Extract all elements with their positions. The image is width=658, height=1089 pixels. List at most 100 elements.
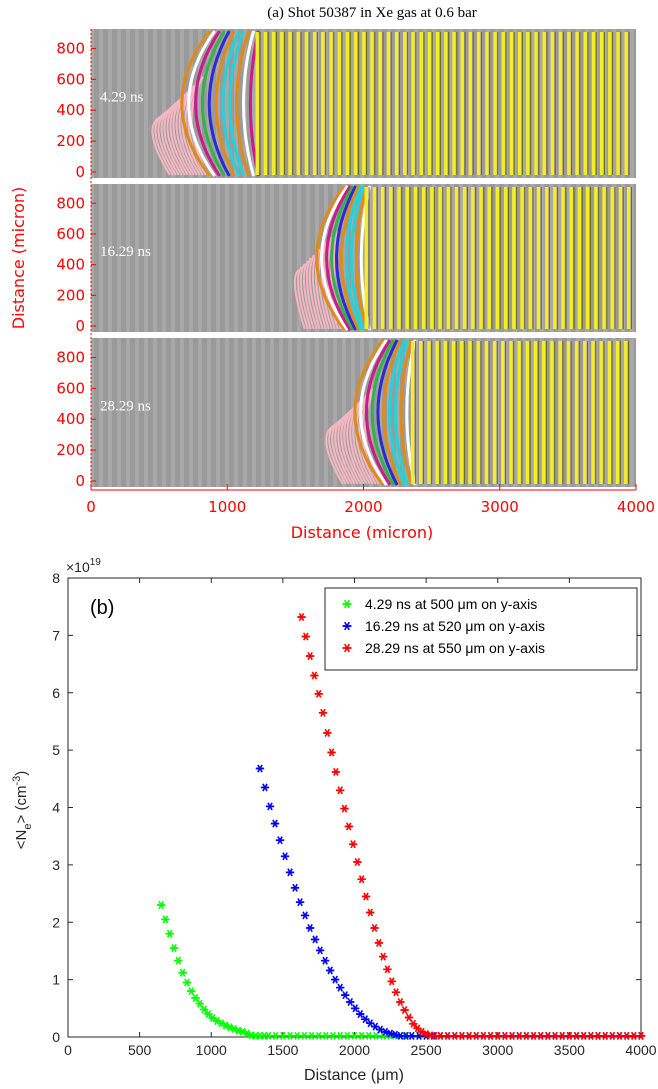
data-point xyxy=(565,1031,574,1040)
data-point xyxy=(608,1031,617,1040)
data-point xyxy=(346,997,355,1007)
legend-label: 28.29 ns at 550 μm on y-axis xyxy=(365,640,545,656)
y-tick-label: 2 xyxy=(52,914,60,930)
data-point xyxy=(361,1015,370,1024)
data-point xyxy=(300,1031,309,1040)
x-tick-label: 1000 xyxy=(196,1042,227,1058)
data-point xyxy=(305,923,315,933)
data-point xyxy=(366,908,375,917)
interferogram-frame: 16.29 ns xyxy=(91,184,636,332)
data-point xyxy=(357,875,366,884)
data-point xyxy=(391,1030,400,1039)
data-point xyxy=(457,1031,467,1040)
legend-item: 4.29 ns at 500 μm on y-axis xyxy=(342,596,537,612)
y-multiplier: ×1019 xyxy=(66,557,101,575)
data-point xyxy=(271,1031,280,1040)
interferogram-frame: 4.29 ns xyxy=(91,29,636,178)
chart-ticks: 0 500 1000 1500 2000 2500 3000 3500 4000 0 1 2 3 4 5 6 7… xyxy=(52,570,657,1058)
interferogram-figure: (a) Shot 50387 in Xe gas at 0.6 bar 4.29… xyxy=(9,5,655,542)
y-multiplier-exponent: 19 xyxy=(90,557,102,568)
data-point xyxy=(391,988,401,997)
y-tick-label: 8 xyxy=(52,570,60,586)
data-point xyxy=(342,643,352,653)
data-point xyxy=(404,1013,414,1022)
data-point xyxy=(301,632,310,641)
data-point xyxy=(370,923,379,933)
data-point xyxy=(305,651,315,661)
data-point xyxy=(400,1005,409,1015)
data-point xyxy=(386,1029,395,1038)
figure-a-x-axis-label: Distance (micron) xyxy=(291,523,434,542)
data-point xyxy=(293,1031,302,1040)
x-tick-label: 0 xyxy=(86,498,96,516)
legend-item: 16.29 ns at 520 μm on y-axis xyxy=(342,618,545,634)
y-label-mid: > (cm xyxy=(13,786,30,824)
data-point xyxy=(275,836,285,845)
data-point xyxy=(479,1031,488,1040)
data-point xyxy=(343,1031,352,1040)
data-point xyxy=(335,983,345,992)
legend-label: 16.29 ns at 520 μm on y-axis xyxy=(365,618,545,634)
x-tick-label: 3000 xyxy=(481,498,519,516)
y-tick-label: 600 xyxy=(56,379,85,397)
data-point xyxy=(340,804,349,813)
data-point xyxy=(186,987,196,996)
data-point xyxy=(156,901,166,910)
x-tick-label: 1000 xyxy=(208,498,246,516)
data-point xyxy=(264,1031,273,1040)
data-point xyxy=(356,1010,365,1019)
data-point xyxy=(178,968,187,977)
x-tick-label: 0 xyxy=(64,1042,72,1058)
y-label-sub: e xyxy=(22,823,34,829)
legend: 4.29 ns at 500 μm on y-axis 16.29 ns at 5… xyxy=(324,587,638,671)
data-point xyxy=(255,764,265,773)
data-point xyxy=(593,1031,603,1040)
data-point xyxy=(165,929,174,938)
data-point xyxy=(265,802,275,811)
data-point xyxy=(318,708,328,717)
data-point xyxy=(297,612,306,622)
data-point xyxy=(353,857,362,867)
legend-label: 4.29 ns at 500 μm on y-axis xyxy=(365,596,537,612)
data-point xyxy=(515,1031,524,1040)
y-tick-label: 200 xyxy=(56,441,85,459)
data-point xyxy=(314,1031,323,1040)
x-axis-label: Distance (μm) xyxy=(304,1067,404,1084)
y-tick-label: 600 xyxy=(56,70,85,88)
data-point xyxy=(278,1031,288,1040)
legend-items: 4.29 ns at 500 μm on y-axis 16.29 ns at 5… xyxy=(342,596,545,656)
data-point xyxy=(364,1031,374,1040)
y-tick-label: 400 xyxy=(56,256,85,274)
y-tick-label: 200 xyxy=(56,132,85,150)
x-tick-label: 2000 xyxy=(344,498,382,516)
data-point xyxy=(295,898,305,907)
y-tick-label: 800 xyxy=(56,39,85,57)
figure-a-title: (a) Shot 50387 in Xe gas at 0.6 bar xyxy=(267,5,477,21)
y-tick-label: 6 xyxy=(52,685,60,701)
data-point xyxy=(350,1031,359,1040)
data-point xyxy=(507,1031,517,1040)
data-point xyxy=(321,1031,331,1040)
data-point xyxy=(169,944,179,953)
data-point xyxy=(340,991,350,1000)
data-point xyxy=(357,1031,366,1040)
data-point xyxy=(409,1019,418,1028)
data-point xyxy=(378,952,388,961)
data-point xyxy=(401,1031,411,1040)
data-point xyxy=(314,689,323,698)
interferogram-frames: 4.29 ns 16.29 ns 28.29 ns xyxy=(91,29,636,487)
figure-a-y-axis-label: Distance (micron) xyxy=(9,187,28,330)
y-label-post: ) xyxy=(13,771,30,776)
data-point xyxy=(325,966,335,975)
y-label-pre: <N xyxy=(13,830,30,850)
y-label-sup: -3 xyxy=(11,776,23,786)
data-point xyxy=(436,1031,445,1040)
data-point xyxy=(486,1031,495,1040)
y-tick-label: 0 xyxy=(52,1029,60,1045)
data-point xyxy=(348,840,358,849)
data-point xyxy=(500,1031,510,1040)
y-tick-label: 400 xyxy=(56,410,85,428)
data-point xyxy=(361,892,371,901)
data-point xyxy=(285,1031,295,1040)
frame-time-label: 4.29 ns xyxy=(100,90,144,106)
